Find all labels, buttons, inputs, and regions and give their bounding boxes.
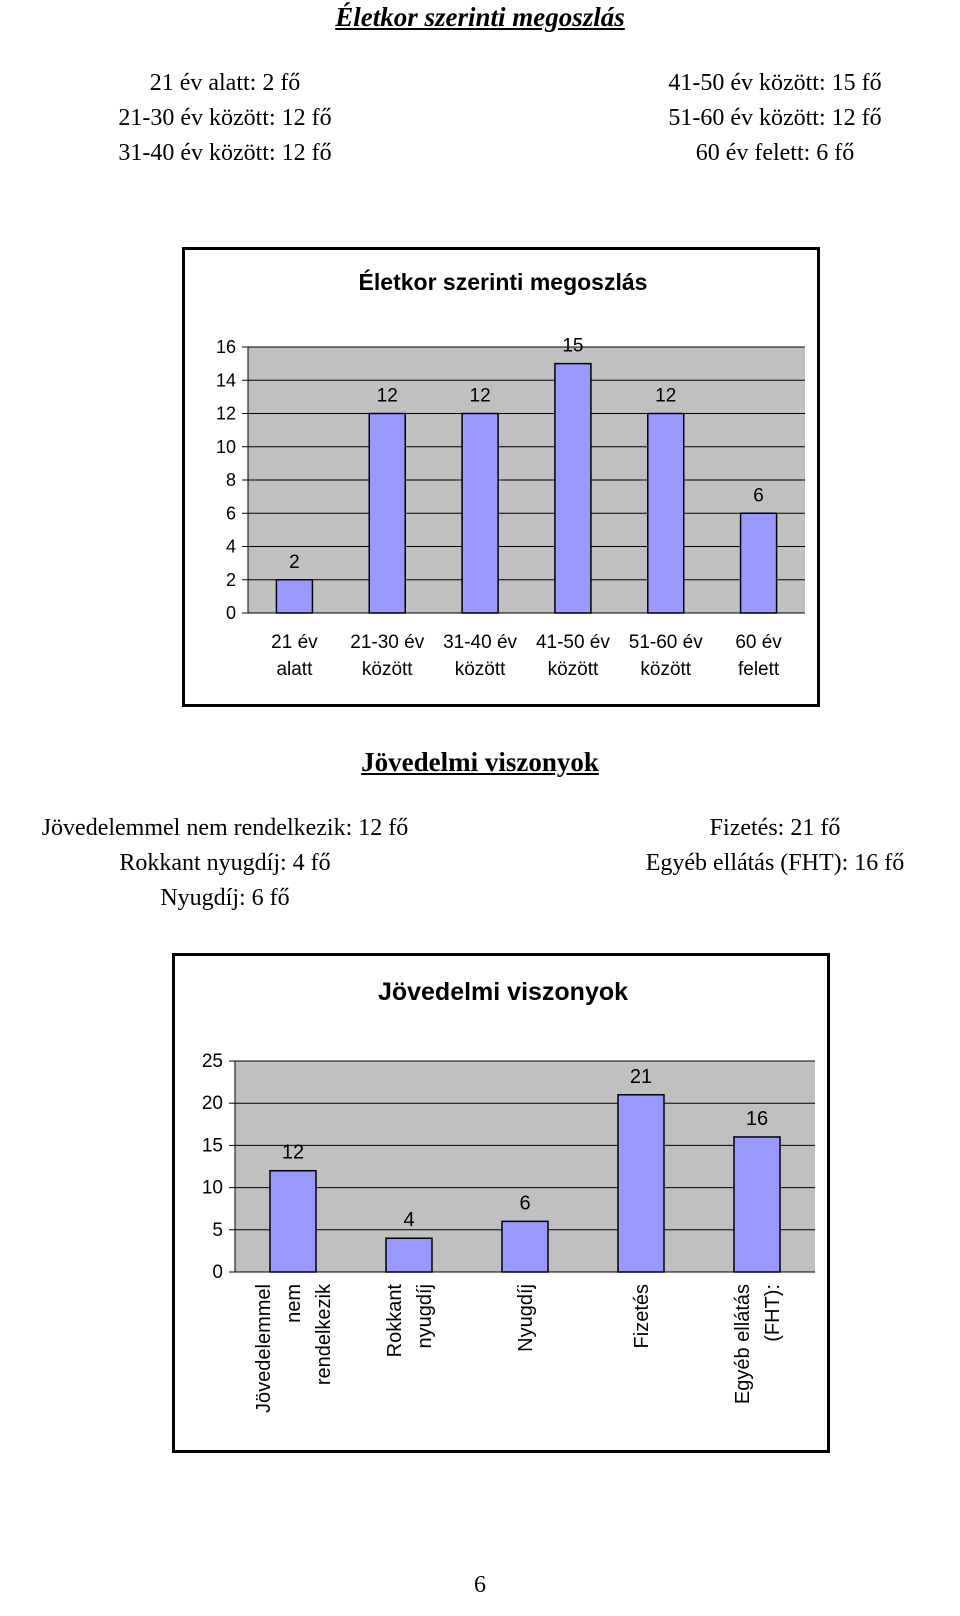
x-category-label: Fizetés xyxy=(631,1284,653,1348)
data-label: 12 xyxy=(282,1142,304,1164)
x-category-label: 21 év xyxy=(271,632,318,653)
age-heading: Életkor szerinti megoszlás xyxy=(335,2,625,32)
y-tick-label: 15 xyxy=(202,1135,223,1156)
y-tick-label: 0 xyxy=(212,1262,223,1283)
bar xyxy=(739,512,778,614)
data-label: 6 xyxy=(519,1192,530,1214)
page-number: 6 xyxy=(474,1572,486,1598)
bar xyxy=(501,1220,549,1273)
bar xyxy=(554,362,592,614)
income-left-line: Nyugdíj: 6 fő xyxy=(160,885,290,911)
data-label: 2 xyxy=(289,552,300,573)
x-category-label: 31-40 év xyxy=(443,632,517,653)
y-tick-label: 2 xyxy=(226,570,236,590)
age-right-line: 51-60 év között: 12 fő xyxy=(668,105,882,131)
income-left-line: Rokkant nyugdíj: 4 fő xyxy=(119,850,331,876)
x-category-label: felett xyxy=(738,659,780,680)
age-right-line: 60 év felett: 6 fő xyxy=(695,140,855,166)
bar xyxy=(269,1169,317,1273)
x-category-label: nem xyxy=(283,1284,305,1323)
y-tick-label: 16 xyxy=(216,337,236,357)
age-chart-svg: Életkor szerinti megoszlás 0 2 4 6 8 10 12 14 16 2… xyxy=(216,268,805,680)
age-chart: Életkor szerinti megoszlás 0 2 4 6 8 10 12 14 16 2… xyxy=(182,247,820,707)
data-label: 21 xyxy=(630,1066,652,1088)
income-chart: Jövedelmi viszonyok 0 5 10 15 20 25 12 Jövedelem… xyxy=(172,953,830,1453)
x-category-label: Jövedelemmel xyxy=(253,1284,275,1413)
age-left-line: 21-30 év között: 12 fő xyxy=(118,105,332,131)
data-label: 16 xyxy=(746,1108,768,1130)
income-chart-svg: Jövedelmi viszonyok 0 5 10 15 20 25 12 Jövedelem… xyxy=(202,978,815,1413)
data-label: 15 xyxy=(562,336,583,357)
x-category-label: között xyxy=(548,659,599,680)
x-category-label: között xyxy=(362,659,413,680)
chart-title: Jövedelmi viszonyok xyxy=(378,978,628,1006)
income-right-line: Egyéb ellátás (FHT): 16 fő xyxy=(645,850,905,876)
data-label: 6 xyxy=(753,485,764,506)
data-label: 12 xyxy=(655,386,676,407)
x-category-label: 60 év xyxy=(735,632,782,653)
age-right-line: 41-50 év között: 15 fő xyxy=(668,70,882,96)
bar xyxy=(733,1136,781,1273)
x-category-label: nyugdíj xyxy=(414,1284,436,1349)
y-tick-label: 10 xyxy=(216,437,236,457)
age-left-line: 21 év alatt: 2 fő xyxy=(149,70,301,96)
y-tick-label: 6 xyxy=(226,503,236,523)
y-tick-label: 12 xyxy=(216,404,236,424)
bar xyxy=(461,412,499,614)
x-category-label: 51-60 év xyxy=(629,632,703,653)
x-category-label: között xyxy=(640,659,691,680)
x-category-label: rendelkezik xyxy=(313,1283,335,1385)
x-category-label: alatt xyxy=(276,659,313,680)
income-right-line: Fizetés: 21 fő xyxy=(709,815,841,841)
income-heading: Jövedelmi viszonyok xyxy=(361,747,599,777)
data-label: 12 xyxy=(470,386,491,407)
data-label: 12 xyxy=(377,386,398,407)
bar xyxy=(647,412,685,614)
x-category-label: (FHT): xyxy=(762,1284,784,1342)
y-tick-label: 25 xyxy=(202,1051,223,1072)
x-category-label: 41-50 év xyxy=(536,632,610,653)
bar xyxy=(275,579,314,614)
x-category-label: 21-30 év xyxy=(350,632,424,653)
y-tick-label: 20 xyxy=(202,1093,223,1114)
bar xyxy=(368,412,406,614)
bar xyxy=(617,1094,665,1273)
chart-title: Életkor szerinti megoszlás xyxy=(359,268,648,295)
y-tick-label: 5 xyxy=(212,1220,223,1241)
age-left-line: 31-40 év között: 12 fő xyxy=(118,140,332,166)
y-tick-label: 10 xyxy=(202,1178,223,1199)
y-tick-label: 14 xyxy=(216,370,236,390)
y-tick-label: 0 xyxy=(226,603,236,623)
y-tick-label: 8 xyxy=(226,470,236,490)
x-category-label: között xyxy=(455,659,506,680)
data-label: 4 xyxy=(403,1209,414,1231)
y-tick-label: 4 xyxy=(226,537,236,557)
x-category-label: Rokkant xyxy=(384,1284,406,1358)
bar xyxy=(385,1237,433,1273)
x-category-label: Egyéb ellátás xyxy=(732,1284,754,1404)
x-category-label: Nyugdíj xyxy=(515,1284,537,1352)
income-left-line: Jövedelemmel nem rendelkezik: 12 fő xyxy=(41,815,409,841)
